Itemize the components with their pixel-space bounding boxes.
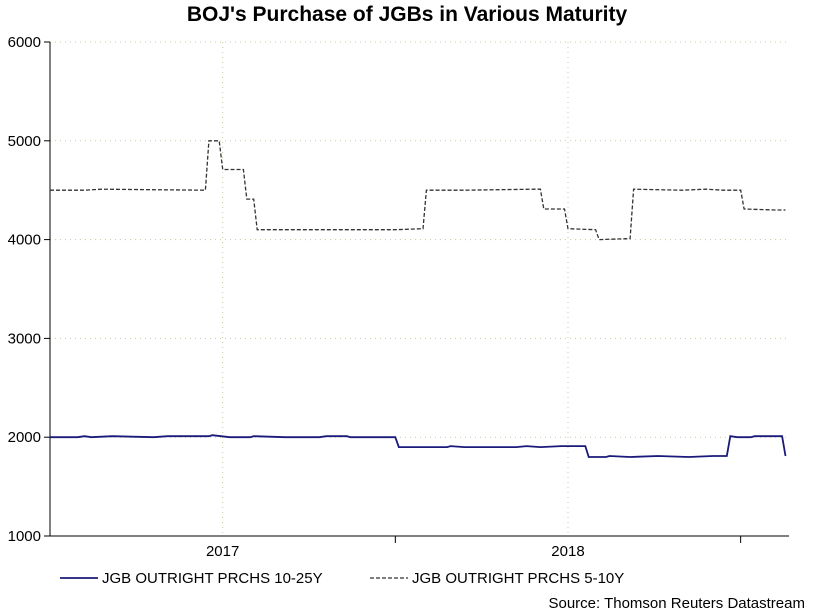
grid-lines (50, 41, 789, 536)
legend: JGB OUTRIGHT PRCHS 10-25Y JGB OUTRIGHT P… (60, 570, 624, 587)
x-axis-ticks: 2017 2018 (206, 536, 742, 560)
legend-label-10-25y: JGB OUTRIGHT PRCHS 10-25Y (102, 570, 323, 587)
series-layer (50, 140, 787, 458)
y-tick-label: 6000 (8, 34, 41, 51)
legend-label-5-10y: JGB OUTRIGHT PRCHS 5-10Y (412, 570, 624, 587)
y-tick-label: 3000 (8, 330, 41, 347)
x-tick-label: 2017 (206, 543, 239, 560)
y-tick-label: 2000 (8, 429, 41, 446)
axes (49, 42, 789, 537)
series-line-10-25y (50, 434, 787, 458)
y-tick-label: 1000 (8, 528, 41, 545)
chart-title: BOJ's Purchase of JGBs in Various Maturi… (187, 3, 628, 26)
source-note: Source: Thomson Reuters Datastream (548, 595, 805, 610)
series-line-5-10y (50, 140, 786, 241)
x-tick-label: 2018 (551, 543, 584, 560)
y-axis-ticks: 1000 2000 3000 4000 5000 6000 (8, 34, 50, 545)
y-tick-label: 5000 (8, 133, 41, 150)
y-tick-label: 4000 (8, 232, 41, 249)
